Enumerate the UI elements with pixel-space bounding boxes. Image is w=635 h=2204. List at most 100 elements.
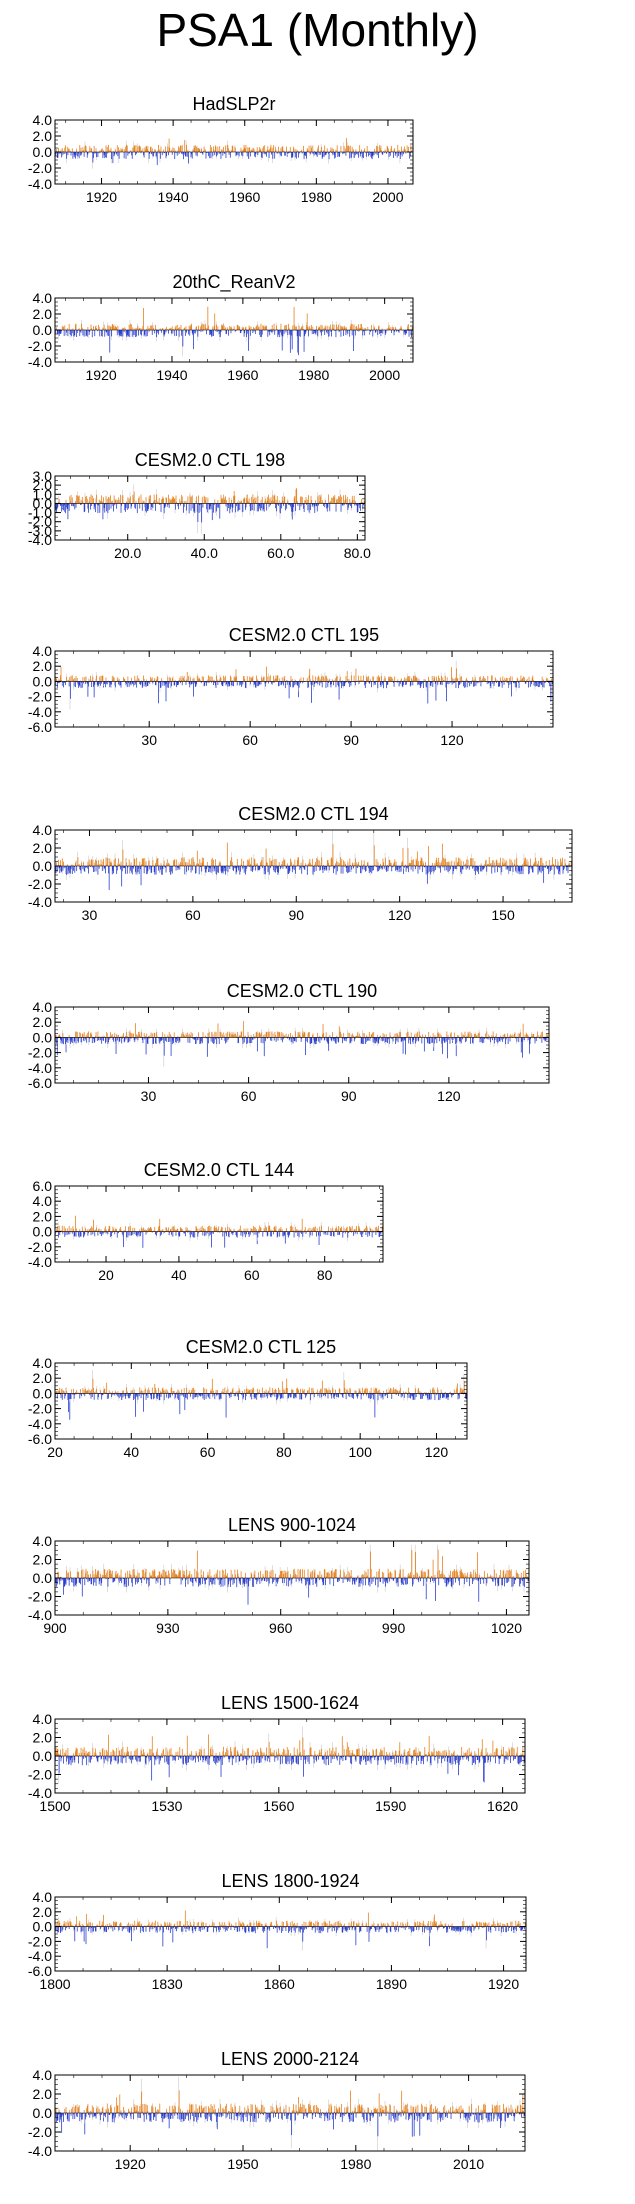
bar-positive [216,675,218,682]
bar-positive [224,329,226,330]
bar-positive [356,862,358,866]
bar-negative [108,866,110,891]
bar-positive [264,145,266,152]
bar-negative [158,681,159,704]
bar-positive [288,150,290,152]
bar-positive [533,863,535,866]
bar-negative [302,681,304,684]
bar-positive [208,675,209,682]
bar-positive [146,328,148,330]
bar-negative [326,1037,328,1042]
bar-negative [450,866,451,870]
bar-positive [356,327,358,330]
bar-negative [536,866,538,867]
bar-negative [396,866,398,871]
bar-positive [337,326,339,330]
bar-positive [114,149,116,152]
bar-negative [366,152,367,157]
bar-positive [93,145,95,152]
bar-negative [540,681,542,685]
bar-positive [180,676,182,682]
bar-positive [336,861,338,866]
bar-positive [105,496,107,504]
bar-negative [161,866,163,875]
bar-negative [117,152,119,157]
bar-positive [113,676,114,682]
bar-positive [282,147,284,152]
bar-positive [343,145,345,152]
bar-positive [313,680,314,682]
bar-positive [371,1034,373,1038]
bar-positive [169,676,171,682]
bar-negative [185,152,187,157]
bar-positive [283,678,285,682]
bar-negative [423,866,425,868]
bar-positive [326,678,328,682]
bar-positive [240,147,242,152]
bar-positive [413,864,415,866]
bar-negative [300,866,301,869]
bar-negative [319,330,321,333]
bar-negative [371,681,372,688]
bar-positive [388,148,389,152]
bar-positive [157,857,159,866]
bar-negative [288,152,289,154]
bar-positive [348,679,350,682]
bar-negative [86,152,88,158]
bar-positive [100,1036,102,1038]
bar-negative [271,681,272,684]
bar-positive [142,148,144,152]
bar-negative [199,503,201,506]
bar-negative [205,866,206,873]
bar-positive [343,860,344,866]
bar-negative [111,681,113,685]
bar-positive [263,676,265,682]
bar-positive [244,327,246,330]
bar-negative [292,152,294,157]
bar-positive [568,863,570,866]
bar-positive [521,679,522,682]
bar-negative [492,681,494,684]
bar-negative [313,1037,315,1044]
bar-negative [434,681,436,684]
bar-negative [109,681,111,685]
bar-negative [175,866,177,871]
bar-negative [155,866,157,875]
bar-negative [432,866,434,872]
bar-negative [375,1037,376,1044]
bar-positive [166,859,168,866]
bar-positive [246,676,248,682]
bar-negative [129,330,131,338]
bar-negative [66,503,68,508]
bar-negative [333,866,335,869]
bar-positive [333,328,334,330]
bar-negative [172,1037,174,1041]
bar-positive [63,150,64,152]
bar-positive [61,148,63,152]
bar-negative [240,681,242,683]
bar-negative [235,866,236,868]
bar-negative [81,681,83,688]
bar-positive [256,147,258,152]
bar-negative [297,503,299,506]
bar-negative [231,681,233,686]
bar-negative [327,503,329,508]
bar-negative [469,681,471,687]
bar-negative [339,330,341,331]
bar-negative [421,866,423,873]
bar-negative [73,503,74,507]
bar-positive [509,676,511,682]
bar-negative [273,866,275,872]
bar-negative [319,866,321,871]
bar-positive [344,327,346,330]
bar-positive [256,675,257,682]
bar-negative [476,866,478,871]
bar-negative [177,866,179,871]
bar-negative [403,681,404,685]
bar-negative [340,330,342,337]
bar-positive [411,678,412,682]
bar-negative [471,866,473,869]
bar-positive [296,500,298,504]
bar-positive [352,1033,353,1038]
bar-positive [363,680,365,682]
